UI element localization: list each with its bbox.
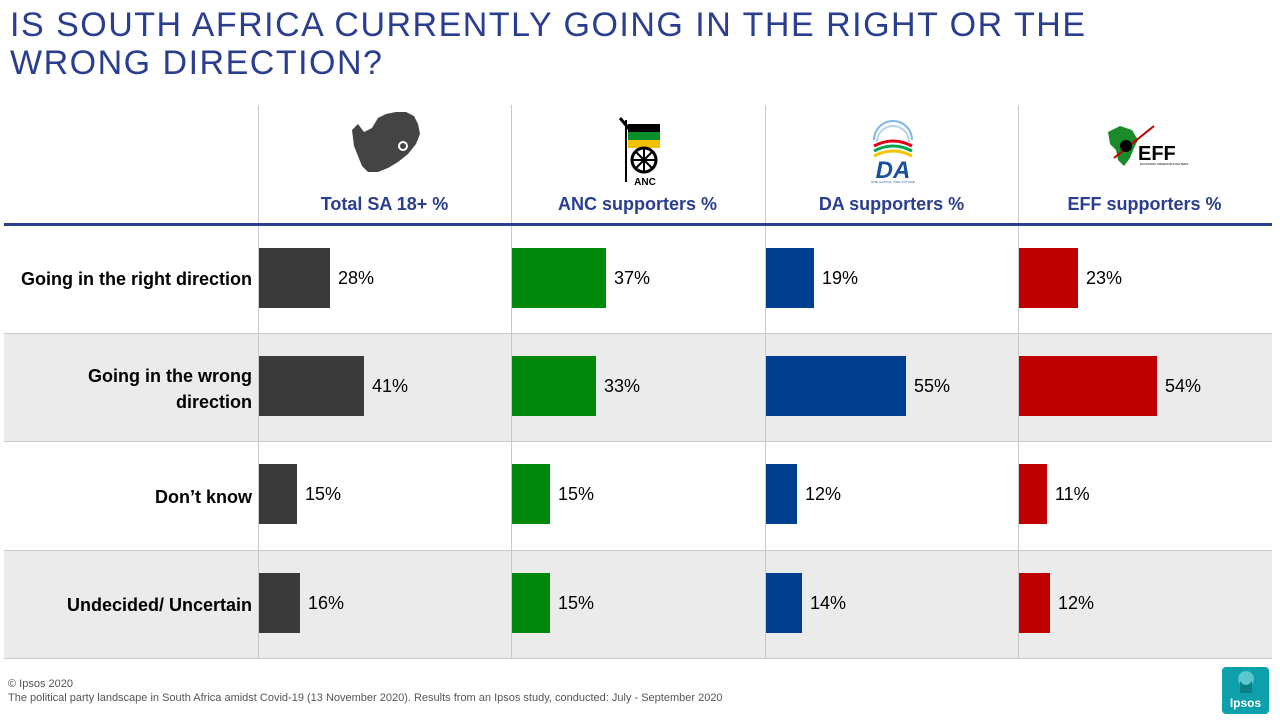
value-label-total-row-4: 16%	[308, 593, 345, 613]
bar-eff-row-3	[1019, 464, 1047, 524]
bar-anc-row-2	[512, 356, 596, 416]
value-label-eff-row-2: 54%	[1165, 376, 1202, 396]
bar-total-row-3	[259, 464, 297, 524]
eff-logo-text: EFF	[1138, 143, 1176, 165]
value-label-eff-row-3: 11%	[1055, 484, 1090, 504]
column-divider	[765, 105, 766, 658]
header-divider	[4, 223, 1272, 226]
value-label-eff-row-1: 23%	[1086, 268, 1123, 288]
da-logo: DA ONE NATION, ONE FUTURE	[866, 114, 920, 191]
row-label-right-direction: Going in the right direction	[21, 269, 252, 289]
bar-total-row-2	[259, 356, 364, 416]
column-divider	[1018, 105, 1019, 658]
row-divider	[4, 550, 1272, 551]
value-label-total-row-2: 41%	[372, 376, 409, 396]
bar-da-row-1	[766, 248, 814, 308]
eff-logo: EFF ECONOMIC FREEDOM FIGHTERS	[1098, 122, 1188, 177]
bar-anc-row-1	[512, 248, 606, 308]
col-header-anc: ANC supporters %	[557, 194, 718, 214]
ipsos-logo: Ipsos	[1222, 667, 1269, 714]
value-label-total-row-1: 28%	[338, 268, 375, 288]
chart-title: IS SOUTH AFRICA CURRENTLY GOING IN THE R…	[10, 6, 1087, 82]
col-header-total: Total SA 18+ %	[320, 194, 449, 214]
bar-da-row-3	[766, 464, 797, 524]
bar-anc-row-4	[512, 573, 550, 633]
anc-logo: ANC	[612, 116, 664, 191]
bar-eff-row-2	[1019, 356, 1157, 416]
col-header-da: DA supporters %	[818, 194, 965, 214]
column-divider	[258, 105, 259, 658]
value-label-anc-row-2: 33%	[604, 376, 641, 396]
value-label-da-row-4: 14%	[810, 593, 847, 613]
eff-logo-tagline: ECONOMIC FREEDOM FIGHTERS	[1140, 162, 1189, 166]
value-label-da-row-1: 19%	[822, 268, 859, 288]
footer-copyright: © Ipsos 2020	[8, 678, 73, 690]
row-label-wrong-direction: Going in the wrong direction	[88, 366, 252, 412]
row-divider	[4, 333, 1272, 334]
bar-total-row-1	[259, 248, 330, 308]
footer-source: The political party landscape in South A…	[8, 692, 723, 704]
value-label-anc-row-1: 37%	[614, 268, 651, 288]
col-header-eff: EFF supporters %	[1067, 194, 1222, 214]
row-label-undecided: Undecided/ Uncertain	[66, 595, 252, 615]
bar-eff-row-1	[1019, 248, 1078, 308]
bar-da-row-4	[766, 573, 802, 633]
da-logo-text: DA	[876, 157, 911, 184]
anc-logo-text: ANC	[634, 177, 656, 186]
row-divider	[4, 658, 1272, 659]
bar-anc-row-3	[512, 464, 550, 524]
row-band-shaded	[4, 550, 1272, 658]
ipsos-logo-text: Ipsos	[1229, 696, 1262, 710]
value-label-da-row-2: 55%	[914, 376, 951, 396]
value-label-da-row-3: 12%	[805, 484, 842, 504]
da-logo-tagline: ONE NATION, ONE FUTURE	[870, 180, 915, 184]
row-label-dont-know: Don’t know	[155, 487, 252, 507]
bar-eff-row-4	[1019, 573, 1050, 633]
value-label-eff-row-4: 12%	[1058, 593, 1095, 613]
bar-da-row-2	[766, 356, 906, 416]
row-divider	[4, 441, 1272, 442]
south-africa-map-icon	[348, 110, 424, 183]
column-divider	[511, 105, 512, 658]
bar-total-row-4	[259, 573, 300, 633]
value-label-anc-row-4: 15%	[558, 593, 595, 613]
value-label-anc-row-3: 15%	[558, 484, 595, 504]
value-label-total-row-3: 15%	[305, 484, 342, 504]
